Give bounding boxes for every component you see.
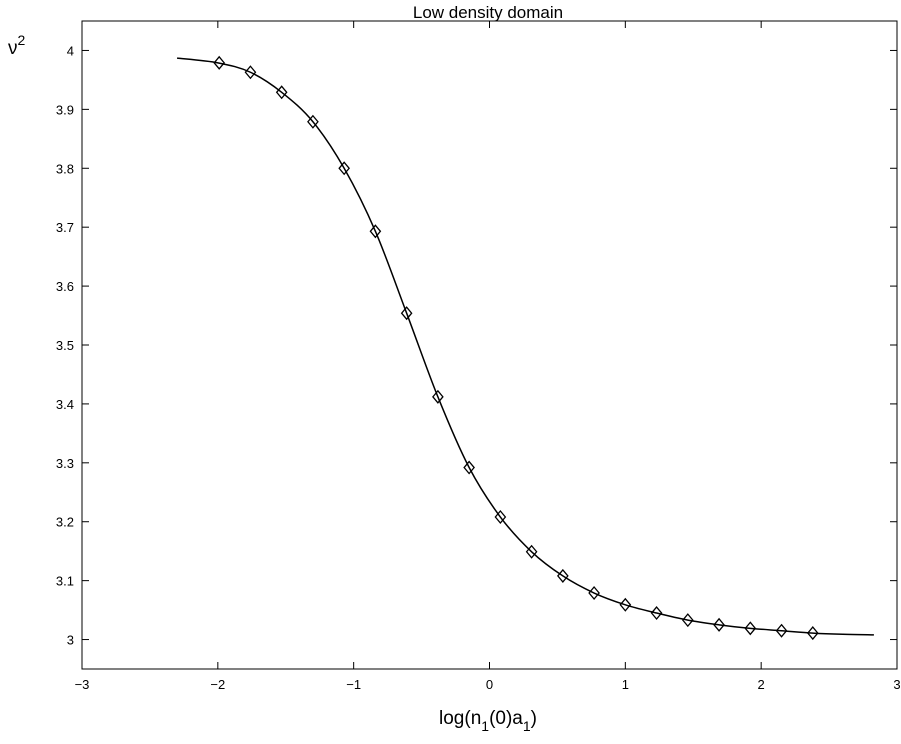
y-tick-label: 4 [67, 43, 74, 58]
y-ticks: 3 3.1 3.2 3.3 3.4 3.5 3.6 3.7 3.8 3.9 4 [56, 43, 897, 648]
x-tick-label: −2 [210, 677, 225, 692]
data-point-marker [744, 621, 757, 636]
y-axis-label-sup: 2 [18, 32, 26, 48]
chart-title: Low density domain [413, 3, 563, 22]
data-point-marker [213, 55, 226, 70]
data-point-marker [525, 544, 538, 559]
x-axis-label-end: ) [531, 708, 537, 729]
y-tick-label: 3 [67, 633, 74, 648]
data-point-marker [369, 224, 382, 239]
data-point-marker [463, 460, 475, 475]
x-axis-label-mid: (0)a [489, 708, 523, 729]
y-axis-label: ν2 [8, 32, 26, 59]
x-tick-label: −3 [75, 677, 90, 692]
x-axis-label-base: log(n [439, 708, 481, 729]
data-point-marker [307, 114, 319, 129]
data-point-marker [338, 161, 351, 176]
y-tick-label: 3.6 [56, 279, 74, 294]
data-point-marker [775, 623, 788, 638]
x-tick-label: 3 [893, 677, 900, 692]
data-point-marker [681, 613, 694, 628]
series-line [176, 57, 874, 636]
x-tick-label: 1 [622, 677, 629, 692]
y-tick-label: 3.4 [56, 397, 74, 412]
x-axis-label-sub2: 1 [523, 718, 531, 734]
y-tick-label: 3.3 [56, 456, 74, 471]
x-tick-label: −1 [346, 677, 361, 692]
y-tick-label: 3.8 [56, 161, 74, 176]
y-tick-label: 3.2 [56, 515, 74, 530]
x-axis-label-sub1: 1 [481, 718, 489, 734]
data-point-marker [244, 65, 257, 80]
data-point-marker [557, 568, 569, 583]
y-tick-label: 3.7 [56, 220, 74, 235]
x-axis-label: log(n1(0)a1) [439, 708, 537, 734]
x-tick-label: 2 [758, 677, 765, 692]
data-point-marker [400, 306, 413, 321]
data-point-marker [806, 626, 819, 641]
plot-area [81, 20, 898, 670]
series-layer [176, 55, 874, 641]
data-point-marker [275, 85, 288, 100]
data-point-marker [432, 389, 444, 404]
data-point-marker [588, 585, 600, 601]
data-point-marker [619, 597, 632, 612]
y-tick-label: 3.1 [56, 574, 74, 589]
y-tick-label: 3.5 [56, 338, 74, 353]
data-point-marker [713, 617, 725, 632]
y-axis-label-base: ν [8, 38, 18, 59]
x-ticks: −3 −2 −1 0 1 2 3 [75, 21, 901, 692]
y-tick-label: 3.9 [56, 102, 74, 117]
data-point-marker [494, 509, 507, 525]
x-tick-label: 0 [486, 677, 493, 692]
data-point-marker [650, 606, 663, 621]
